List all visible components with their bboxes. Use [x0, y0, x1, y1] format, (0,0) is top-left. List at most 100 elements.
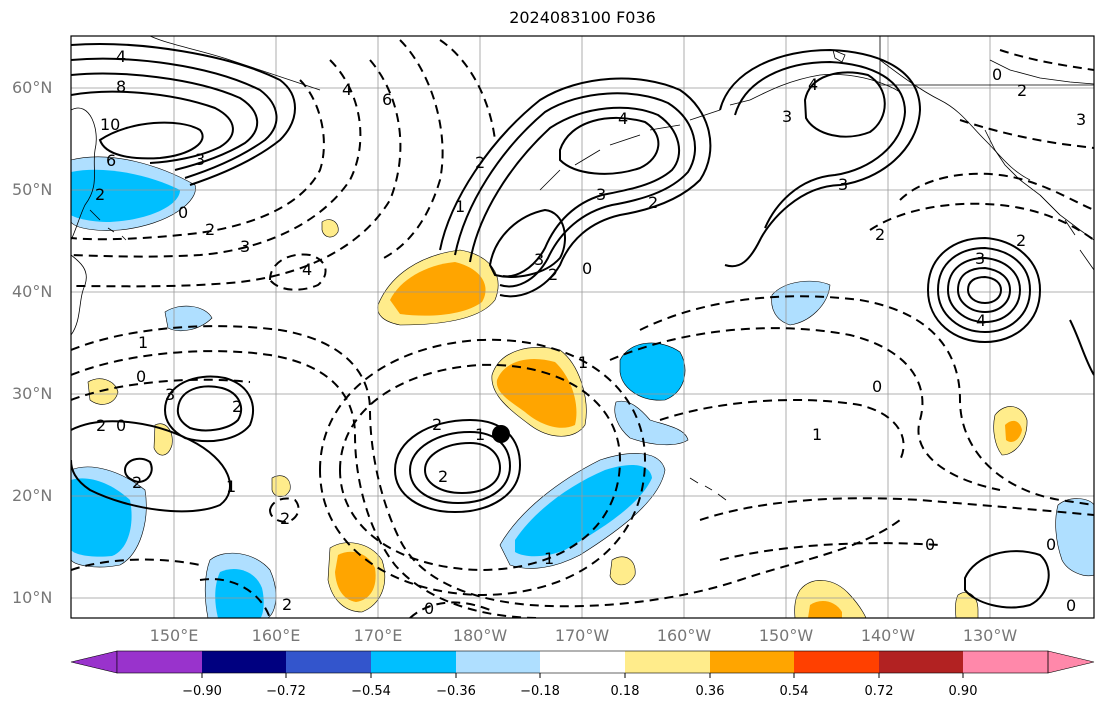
central-low-3	[423, 441, 502, 495]
contour-label: 4	[976, 311, 986, 330]
colorbar-segment	[879, 651, 963, 673]
eastern-high-2	[936, 246, 1032, 334]
contour-label: 1	[455, 197, 465, 216]
contour-label: 3	[195, 150, 205, 169]
cyan-region-hawaii-sw	[515, 465, 652, 557]
contour-label: 0	[424, 599, 434, 618]
central-low-1	[393, 418, 522, 514]
south-east-low	[964, 550, 1050, 609]
central-low-2	[408, 430, 512, 505]
contour-label: 2	[132, 473, 142, 492]
high-nw-contour-3	[71, 72, 259, 171]
eastern-high-3	[946, 256, 1022, 324]
east-edge-contour	[1069, 319, 1094, 376]
west-low-4	[123, 457, 153, 484]
contour-label: 2	[280, 509, 290, 528]
north-pacific-high-3	[469, 106, 681, 278]
contour-label: 4	[808, 75, 818, 94]
north-pacific-high-2	[454, 92, 696, 288]
yellow-region-small-2	[271, 475, 291, 498]
high-nw-contour-1	[71, 43, 296, 186]
orange-region-east	[1005, 420, 1022, 442]
colorbar-segment	[794, 651, 879, 673]
cyan-region-southwest	[215, 568, 264, 618]
lon-label-160w: 160°W	[656, 626, 712, 645]
contour-label: 6	[106, 151, 116, 170]
dashed-east-2	[609, 327, 1001, 491]
contour-label: 2	[1016, 231, 1026, 250]
west-low-3	[71, 420, 231, 513]
japan-coast	[71, 254, 87, 336]
lon-label-170e: 170°E	[353, 626, 403, 645]
colorbar-tick-label: 0.54	[779, 684, 809, 699]
cyan-region-northwest	[71, 169, 180, 222]
colorbar-tick-label: 0.90	[948, 684, 978, 699]
lat-label-60n: 60°N	[12, 78, 53, 97]
colorbar-segment	[371, 651, 456, 673]
eastern-high-5	[966, 275, 1003, 305]
contour-label: 0	[1066, 596, 1076, 615]
contour-label: 1	[475, 425, 485, 444]
contour-label: 1	[544, 549, 554, 568]
contour-label: 3	[782, 107, 792, 126]
contour-label: 2	[282, 595, 292, 614]
contour-label: 1	[578, 353, 588, 372]
contour-label: 2	[875, 225, 885, 244]
contour-label: 3	[165, 385, 175, 404]
colorbar-tick-label: 0.36	[695, 684, 725, 699]
dashed-low-w-1	[268, 253, 327, 291]
cyan-region-east-central	[619, 342, 686, 401]
colorbar-extend-high	[1047, 650, 1095, 674]
dashed-center-ring-2	[318, 338, 647, 597]
contour-label: 8	[116, 77, 126, 96]
contour-label: 3	[240, 237, 250, 256]
blue-region-far-east	[1055, 498, 1094, 577]
high-nw-contour-5	[98, 121, 204, 160]
colorbar-segment	[540, 651, 625, 673]
contour-label: 4	[116, 47, 126, 66]
contour-label: 0	[992, 65, 1002, 84]
eastern-high-4	[956, 266, 1012, 314]
lon-label-180w: 180°W	[452, 626, 508, 645]
colorbar-segment	[456, 651, 540, 673]
contour-label: 0	[1046, 535, 1056, 554]
alaska-south-coast	[879, 59, 1031, 181]
map-title: 2024083100 F036	[509, 8, 656, 27]
colorbar-tick-label: 0.72	[864, 684, 894, 699]
lat-label-10n: 10°N	[12, 588, 53, 607]
lat-label-20n: 20°N	[12, 486, 53, 505]
contour-label: 3	[596, 185, 606, 204]
yellow-region-west-mid	[87, 378, 119, 405]
colorbar-ticks	[201, 673, 964, 678]
colorbar-tick-label: −0.54	[351, 684, 391, 699]
northwest-coast-top	[149, 36, 321, 91]
dashed-contours	[71, 39, 1094, 618]
dashed-east-3	[659, 399, 905, 461]
contour-label: 0	[178, 203, 188, 222]
orange-region-south-central	[335, 551, 376, 602]
dashed-south-2	[409, 601, 491, 618]
contour-label: 4	[618, 109, 628, 128]
contour-label: 0	[136, 367, 146, 386]
north-pacific-high-mid	[488, 208, 566, 278]
contour-label: 2	[432, 415, 442, 434]
lon-label-150e: 150°E	[149, 626, 199, 645]
contour-label: 2	[95, 185, 105, 204]
dashed-ne-3	[999, 49, 1094, 71]
colorbar-tick-label: −0.36	[436, 684, 476, 699]
colorbar-segment	[963, 651, 1048, 673]
contour-label: 4	[342, 80, 352, 99]
colorbar-segment	[625, 651, 710, 673]
contour-label: 1	[812, 425, 822, 444]
alaska-high-2	[734, 60, 907, 229]
lat-label-50n: 50°N	[12, 180, 53, 199]
contour-label: 1	[138, 333, 148, 352]
dashed-ne-1	[899, 172, 1094, 211]
colorbar-segment	[710, 651, 794, 673]
dashed-ne-4	[959, 119, 1094, 149]
contour-label: 2	[548, 265, 558, 284]
panhandle-coast	[984, 129, 1094, 241]
lon-label-160e: 160°E	[251, 626, 301, 645]
contour-label: 4	[302, 260, 312, 279]
